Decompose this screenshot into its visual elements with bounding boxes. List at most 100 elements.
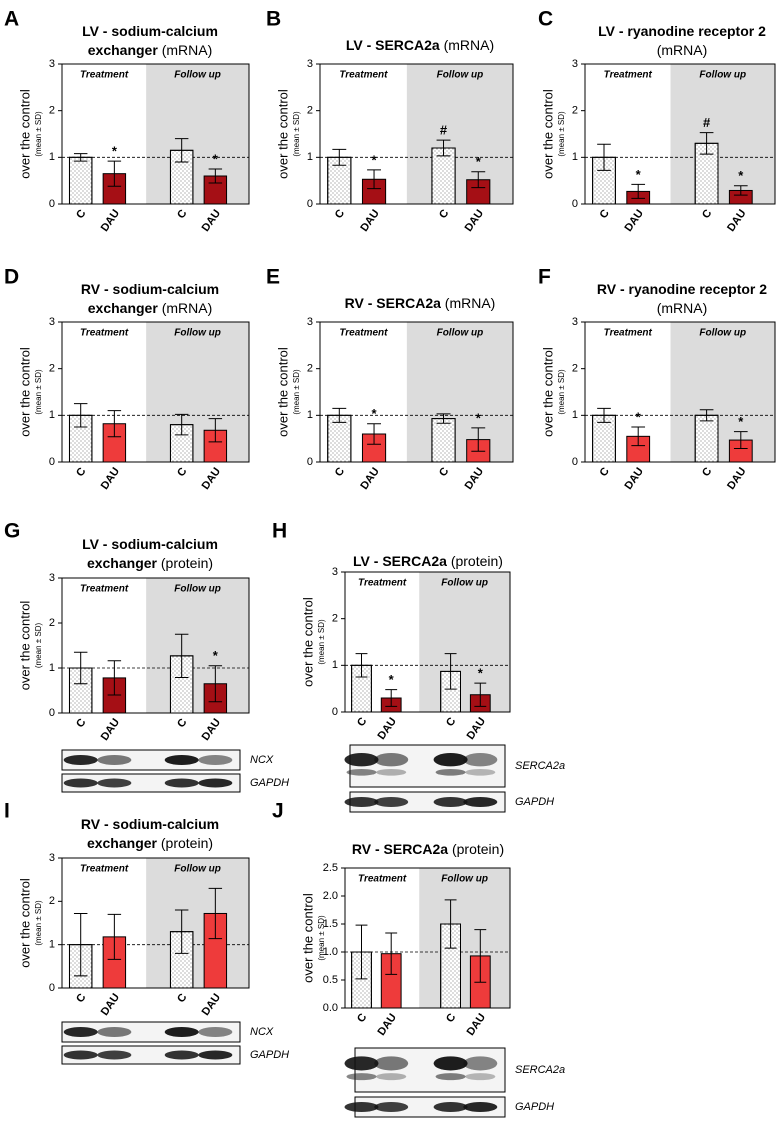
bar-texture — [68, 156, 93, 205]
group-label: Treatment — [80, 70, 129, 81]
blot-frame — [61, 749, 241, 771]
y-axis-note: (mean ± SD) — [34, 111, 43, 157]
y-axis-note: (mean ± SD) — [34, 369, 43, 415]
x-tick-label: C — [333, 207, 347, 220]
x-tick-label: DAU — [623, 207, 647, 233]
plot-frame — [61, 577, 250, 714]
blot-band — [346, 1073, 377, 1081]
blot-frame — [61, 773, 241, 793]
y-tick-label: 3 — [307, 58, 313, 70]
blot-band — [63, 1027, 98, 1037]
blot-band — [463, 1102, 498, 1112]
y-tick-label: 2 — [572, 105, 578, 117]
x-tick-label: C — [74, 207, 88, 220]
x-tick-label: DAU — [200, 465, 224, 491]
error-bar — [367, 169, 381, 190]
error-bar — [631, 183, 646, 199]
significance-mark: * — [476, 410, 482, 425]
panel-letter: D — [4, 266, 19, 289]
blot-band — [164, 1050, 199, 1060]
blot-band — [374, 797, 409, 807]
y-axis-label: over the control — [17, 89, 32, 179]
panel-letter: C — [538, 8, 553, 31]
plot-frame — [319, 321, 514, 463]
panel-letter: A — [4, 8, 19, 31]
error-bar — [107, 410, 122, 438]
y-tick-label: 2.5 — [323, 862, 338, 874]
blot-label: SERCA2a — [515, 760, 565, 772]
blot-band — [374, 1102, 409, 1112]
error-bar — [332, 407, 347, 423]
blot-label: NCX — [250, 1026, 274, 1038]
group-label: Follow up — [441, 578, 488, 589]
error-bar — [208, 418, 223, 443]
y-tick-label: 3 — [49, 316, 55, 328]
panel-letter: I — [4, 800, 10, 823]
blot-label: NCX — [250, 754, 274, 766]
follow-up-shade — [146, 578, 249, 713]
x-tick-label: C — [175, 465, 189, 478]
x-tick-label: DAU — [623, 465, 647, 491]
x-tick-label: DAU — [99, 207, 123, 233]
y-tick-label: 3 — [49, 58, 55, 70]
x-tick-label: DAU — [725, 465, 749, 491]
x-tick-label: DAU — [200, 207, 224, 233]
group-label: Treatment — [80, 328, 129, 339]
error-bar — [355, 653, 368, 678]
group-label: Treatment — [358, 578, 407, 589]
y-axis-label: over the control — [300, 597, 315, 687]
blot-band — [97, 1050, 132, 1060]
y-tick-label: 0 — [572, 198, 578, 210]
blot-band — [198, 1027, 233, 1037]
blot-band — [463, 797, 498, 807]
panel-title: LV - ryanodine receptor 2 (mRNA) — [577, 22, 784, 60]
error-bar — [474, 929, 487, 983]
x-tick-label: C — [74, 716, 88, 729]
significance-mark: * — [372, 152, 378, 167]
bar-texture — [694, 414, 719, 463]
y-axis-label: over the control — [540, 347, 555, 437]
group-label: Treatment — [339, 328, 388, 339]
x-tick-label: DAU — [463, 465, 487, 491]
group-label: Follow up — [174, 328, 221, 339]
y-tick-label: 1 — [572, 409, 578, 421]
y-axis-label: over the control — [17, 878, 32, 968]
panel-letter: H — [272, 520, 287, 543]
y-tick-label: 0 — [307, 456, 313, 468]
follow-up-shade — [419, 572, 510, 712]
panel-title: LV - SERCA2a (protein) — [313, 552, 543, 571]
blot-frame — [61, 1045, 241, 1065]
significance-mark: * — [478, 666, 484, 681]
error-bar — [597, 143, 611, 171]
significance-mark: # — [703, 115, 711, 130]
x-tick-label: DAU — [200, 716, 224, 742]
y-tick-label: 2 — [307, 105, 313, 117]
x-tick-label: C — [74, 465, 88, 478]
y-tick-label: 0 — [307, 198, 313, 210]
error-bar — [474, 682, 487, 707]
error-bar — [444, 653, 457, 690]
y-tick-label: 0.5 — [323, 974, 338, 986]
error-bar — [174, 909, 189, 954]
y-tick-label: 3 — [332, 566, 338, 578]
blot-band — [97, 778, 132, 788]
y-tick-label: 0 — [572, 456, 578, 468]
y-tick-label: 0 — [49, 456, 55, 468]
panel: J Treatment Follow up 0.0 0.5 1.0 1.5 2.0 2.5 ove… — [272, 800, 565, 1118]
x-tick-label: DAU — [376, 1011, 400, 1037]
blot-band — [344, 797, 379, 807]
blot-band — [344, 1056, 379, 1071]
group-label: Follow up — [174, 864, 221, 875]
x-tick-label: C — [700, 465, 714, 478]
blot-band — [63, 755, 98, 765]
error-bar — [733, 431, 748, 449]
blot-label: GAPDH — [250, 777, 289, 789]
error-bar — [385, 932, 398, 975]
x-tick-label: C — [175, 716, 189, 729]
blot-band — [63, 778, 98, 788]
y-tick-label: 1 — [49, 939, 55, 951]
plot-frame — [344, 571, 511, 713]
significance-mark: * — [372, 406, 378, 421]
